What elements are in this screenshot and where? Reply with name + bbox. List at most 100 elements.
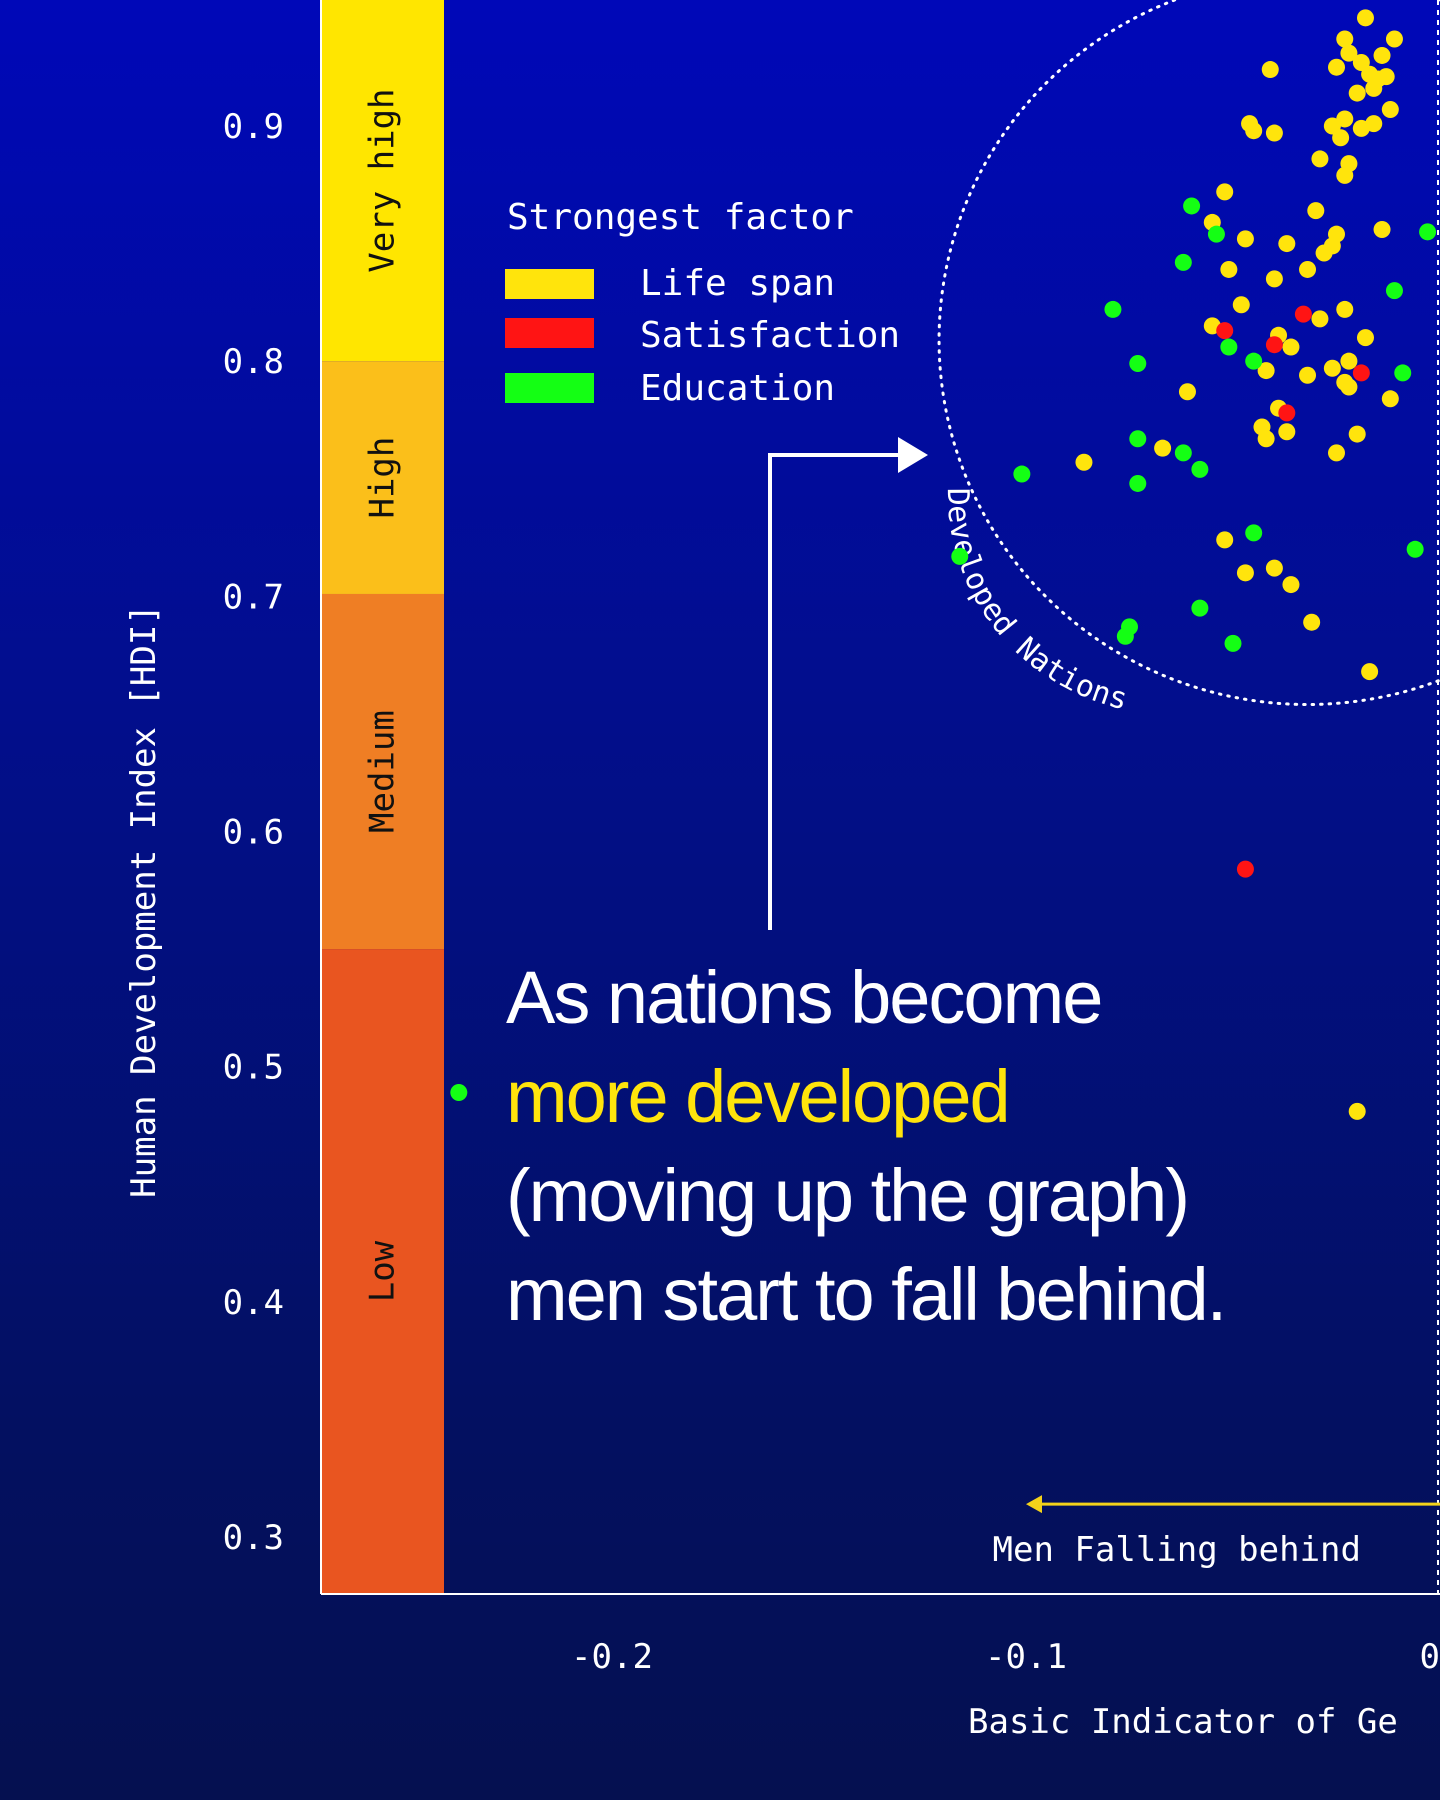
- point-education: [1394, 364, 1412, 382]
- point-education: [1406, 540, 1424, 558]
- point-satisfaction: [1216, 322, 1234, 340]
- x-axis-title: Basic Indicator of Ge: [968, 1702, 1398, 1742]
- point-education: [1129, 474, 1147, 492]
- hdi-band-low: [321, 949, 444, 1594]
- legend-label-life-span: Life span: [640, 263, 835, 304]
- point-education: [1191, 599, 1209, 617]
- point-life-span: [1373, 46, 1391, 64]
- y-tick-label: 0.3: [223, 1518, 284, 1558]
- point-life-span: [1336, 300, 1354, 318]
- point-life-span: [1075, 453, 1093, 471]
- headline-line-2-highlight: more developed: [506, 1055, 1011, 1138]
- point-life-span: [1381, 390, 1399, 408]
- point-life-span: [1154, 439, 1172, 457]
- point-life-span: [1311, 150, 1329, 168]
- pointer-arrow: [768, 437, 928, 930]
- point-education: [450, 1084, 468, 1102]
- point-life-span: [1282, 338, 1300, 356]
- point-life-span: [1328, 444, 1345, 462]
- point-life-span: [1356, 9, 1374, 27]
- x-tick-label: -0.2: [571, 1637, 653, 1677]
- point-education: [1174, 444, 1192, 462]
- y-tick-label: 0.6: [223, 813, 284, 853]
- point-life-span: [1265, 559, 1283, 577]
- legend-swatch-life-span: [505, 269, 594, 299]
- point-education: [1419, 223, 1437, 241]
- legend-swatch-education: [505, 373, 594, 403]
- plot-axes: [320, 0, 1440, 1595]
- hdi-band-very-high: [321, 0, 444, 362]
- headline-line-3: (moving up the graph): [506, 1154, 1190, 1237]
- point-education: [1013, 465, 1031, 483]
- point-life-span: [1265, 270, 1283, 288]
- point-education: [1129, 430, 1147, 448]
- y-tick-label: 0.8: [223, 342, 284, 382]
- point-education: [1385, 282, 1403, 300]
- point-life-span: [1278, 423, 1296, 441]
- point-education: [1245, 524, 1263, 542]
- point-life-span: [1257, 362, 1275, 380]
- legend: Strongest factor Life span Satisfaction …: [505, 197, 900, 409]
- point-life-span: [1369, 70, 1387, 88]
- point-education: [1129, 355, 1147, 373]
- developed-nations-label: Developed Nations: [940, 488, 1131, 718]
- point-life-span: [1340, 44, 1358, 62]
- point-life-span: [1323, 237, 1341, 255]
- developed-nations-label-text: Developed Nations: [940, 488, 1131, 718]
- point-education: [1116, 627, 1134, 645]
- y-axis-title: Human Development Index [HDI]: [124, 604, 164, 1198]
- band-label-high: High: [363, 437, 403, 519]
- headline-line-4: men start to fall behind.: [506, 1253, 1227, 1336]
- y-tick-labels: 0.9 0.8 0.7 0.6 0.5 0.4 0.3: [223, 107, 284, 1558]
- hdi-band-high: [321, 361, 444, 594]
- point-life-span: [1220, 260, 1238, 278]
- point-life-span: [1278, 235, 1296, 253]
- point-life-span: [1236, 564, 1254, 582]
- point-satisfaction: [1236, 860, 1254, 878]
- point-life-span: [1336, 166, 1354, 184]
- point-life-span: [1323, 359, 1341, 377]
- headline: As nations become more developed (moving…: [506, 948, 1386, 1344]
- legend-title: Strongest factor: [507, 197, 854, 238]
- x-tick-label: 0.: [1420, 1637, 1440, 1677]
- developed-nations-cluster-ring: [937, 0, 1440, 706]
- point-life-span: [1381, 101, 1399, 119]
- y-tick-label: 0.7: [223, 577, 284, 617]
- point-life-span: [1352, 54, 1370, 72]
- point-education: [1207, 225, 1225, 243]
- y-tick-label: 0.5: [223, 1048, 284, 1088]
- point-life-span: [1352, 119, 1370, 137]
- band-label-low: Low: [363, 1240, 403, 1302]
- point-life-span: [1265, 124, 1283, 142]
- legend-label-satisfaction: Satisfaction: [640, 315, 900, 356]
- pointer-arrow-line: [768, 453, 906, 930]
- point-life-span: [1299, 260, 1317, 278]
- point-life-span: [1216, 183, 1234, 201]
- y-tick-label: 0.4: [223, 1283, 284, 1323]
- falling-behind-arrow-head: [1026, 1495, 1042, 1514]
- scatter-points: [450, 9, 1437, 1120]
- point-life-span: [1336, 373, 1354, 391]
- point-life-span: [1336, 110, 1354, 128]
- point-life-span: [1245, 122, 1263, 140]
- point-life-span: [1323, 117, 1341, 135]
- point-education: [1104, 300, 1122, 318]
- hdi-bands: [321, 0, 444, 1594]
- point-life-span: [1356, 329, 1374, 347]
- point-life-span: [1303, 613, 1321, 631]
- pointer-arrow-head: [898, 437, 928, 473]
- point-education: [1220, 338, 1238, 356]
- point-education: [1183, 197, 1201, 215]
- y-tick-label: 0.9: [223, 107, 284, 147]
- headline-line-1: As nations become: [506, 956, 1103, 1039]
- point-life-span: [1236, 230, 1254, 248]
- point-life-span: [1361, 663, 1379, 681]
- point-life-span: [1261, 61, 1279, 79]
- point-education: [1224, 634, 1242, 652]
- point-life-span: [1299, 366, 1317, 384]
- hdi-band-medium: [321, 593, 444, 950]
- point-life-span: [1348, 425, 1366, 443]
- point-life-span: [1385, 30, 1403, 48]
- hdi-band-labels: Very high High Medium Low: [363, 88, 403, 1302]
